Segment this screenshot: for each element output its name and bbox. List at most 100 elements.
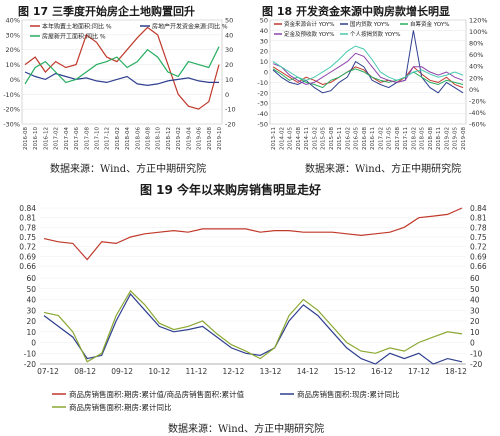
fig19-bottom-ytick-right: -20	[470, 360, 482, 369]
fig19-bottom-ytick-right: 50	[470, 285, 480, 294]
fig19-top-ytick-left: 0.78	[19, 223, 36, 232]
fig18-ytick-left: 30	[260, 37, 268, 45]
fig18-xtick: 2017-05	[387, 127, 393, 150]
fig18-ytick-left: -20	[257, 89, 268, 97]
fig19-bottom-ytick-left: 60	[26, 274, 36, 283]
fig19-top-ytick-right: 0.69	[470, 252, 487, 261]
fig17-ytick-left: 10%	[6, 61, 20, 69]
fig19-xtick: 08-12	[74, 367, 96, 376]
fig19-xtick: 07-12	[37, 367, 59, 376]
fig17-ytick-right: 50	[225, 17, 233, 25]
fig18-ytick-left: -30	[257, 100, 268, 108]
fig17-xtick: 2019-02	[176, 127, 182, 150]
fig18-xtick: 2019-02	[444, 127, 450, 150]
fig17-xtick: 2017-06	[74, 127, 80, 150]
fig17-ytick-right: 40	[225, 31, 233, 39]
fig18-ytick-left: -40	[257, 110, 268, 118]
fig17-series-line-2	[24, 71, 219, 87]
fig19-top-ytick-right: 0.75	[470, 233, 487, 242]
fig18-xtick: 2014-08	[296, 127, 302, 150]
fig19-bottom-ytick-left: 10	[26, 328, 36, 337]
fig18-xtick: 2018-02	[411, 127, 417, 150]
fig18-xtick: 2015-02	[312, 127, 318, 150]
fig18-xtick: 2016-02	[345, 127, 351, 150]
fig17-chart: 40% 30% 20% 10% 0% -10% -20% -30% 50 40 30 20 10 0 -10…	[3, 17, 236, 150]
fig17-ytick-right: 10	[225, 76, 233, 84]
fig17-xtick: 2019-06	[197, 127, 203, 150]
fig19-top-ytick-right: 0.78	[470, 223, 487, 232]
fig18-chart: 50 40 30 20 10 0 -10 -20 -30 -40 -50 120% 100% 80% 60%…	[257, 17, 488, 150]
fig17-series-line-3	[24, 46, 220, 85]
fig18-ytick-right: 80%	[469, 40, 483, 48]
fig17-xtick: 2018-10	[156, 127, 162, 150]
fig17-ytick-right: 20	[225, 61, 233, 69]
fig18-source: 数据来源：Wind、方正中期研究院	[305, 164, 462, 175]
fig19-top-ytick-left: 0.75	[19, 233, 36, 242]
fig17-ytick-right: 0	[225, 91, 229, 99]
fig18-xtick: 2017-11	[403, 127, 409, 150]
fig19-chart: 0.84 0.840.81 0.810.78 0.780.75 0.750.72 0.72…	[19, 204, 487, 412]
fig19-series-line-3	[43, 289, 463, 363]
fig18-xtick: 2017-02	[378, 127, 384, 150]
fig19-bottom-ytick-left: 40	[26, 296, 36, 305]
fig18-ytick-right: 100%	[469, 28, 488, 36]
fig17-ytick-left: -10%	[3, 91, 20, 99]
fig17-xtick: 2017-02	[54, 127, 60, 150]
fig17-ytick-right: -20	[225, 121, 236, 129]
fig18-legend-label-2: 国内贷款 YOY%	[350, 20, 389, 28]
fig18-ytick-right: -40%	[469, 109, 486, 117]
fig18-ytick-left: 0	[264, 69, 268, 77]
fig19-top-ytick-right: 0.81	[470, 214, 487, 223]
fig19-xtick: 13-12	[260, 367, 282, 376]
fig17-xtick: 2018-06	[135, 127, 141, 150]
fig17-legend-label-3: 房屋新开工面积:同比 %	[42, 32, 106, 40]
fig19-xtick: 11-12	[185, 367, 207, 376]
fig18-series-line-1	[272, 66, 464, 89]
fig18-xtick: 2013-11	[271, 127, 277, 150]
fig18-legend-label-3: 自筹资金 YOY%	[410, 20, 449, 28]
fig17-xtick: 2018-08	[146, 127, 152, 150]
fig18-xtick: 2016-05	[354, 127, 360, 150]
fig17-xtick: 2016-08	[23, 127, 29, 150]
fig17-ytick-left: 20%	[6, 46, 20, 54]
fig17-xtick: 2018-04	[125, 127, 131, 150]
fig19-xtick: 16-12	[371, 367, 393, 376]
fig17-ytick-right: -10	[225, 106, 236, 114]
fig19-bottom-ytick-left: -20	[24, 360, 36, 369]
fig17-xtick: 2018-12	[166, 127, 172, 150]
fig18-xtick: 2019-08	[461, 127, 467, 150]
fig18-xtick: 2015-08	[329, 127, 335, 150]
fig18-xtick: 2018-11	[436, 127, 442, 150]
fig19-bottom-ytick-right: 30	[470, 306, 480, 315]
fig19-legend-label-2: 商品房销售面积:现房:累计同比	[297, 389, 400, 399]
fig17-title: 图 17 三季度开始房企土地购置回升	[18, 5, 195, 18]
fig18-ytick-right: 40%	[469, 63, 483, 71]
fig18-series-line-4	[272, 52, 464, 86]
fig19-bottom-ytick-right: 60	[470, 274, 480, 283]
fig18-ytick-left: -50	[257, 121, 268, 129]
fig18-xtick: 2016-08	[362, 127, 368, 150]
fig17-xtick: 2019-08	[207, 127, 213, 150]
fig18-xtick: 2016-11	[370, 127, 376, 150]
fig17-source: 数据来源：Wind、方正中期研究院	[50, 164, 207, 175]
fig18-ytick-left: 10	[260, 58, 268, 66]
fig19-xtick: 15-12	[334, 367, 356, 376]
fig18-ytick-right: 20%	[469, 74, 483, 82]
fig17-xtick: 2016-12	[43, 127, 49, 150]
fig19-xtick: 10-12	[148, 367, 170, 376]
fig18-ytick-right: -60%	[469, 121, 486, 129]
fig18-xtick: 2014-02	[279, 127, 285, 150]
fig19-xtick: 18-12	[445, 367, 467, 376]
fig19-bottom-ytick-right: 40	[470, 296, 480, 305]
fig19-top-ytick-right: 0.66	[470, 262, 487, 271]
fig18-xtick: 2014-11	[304, 127, 310, 150]
fig17-ytick-right: 30	[225, 46, 233, 54]
fig19-bottom-ytick-left: 30	[26, 306, 36, 315]
fig18-series-line-5	[272, 45, 464, 81]
fig19-bottom-ytick-left: -10	[24, 349, 36, 358]
fig19-bottom-ytick-right: 20	[470, 317, 480, 326]
fig17-series-line-1	[24, 26, 220, 110]
fig19-top-ytick-left: 0.69	[19, 252, 36, 261]
fig17-xtick: 2017-10	[94, 127, 100, 150]
fig19-bottom-ytick-left: 20	[26, 317, 36, 326]
